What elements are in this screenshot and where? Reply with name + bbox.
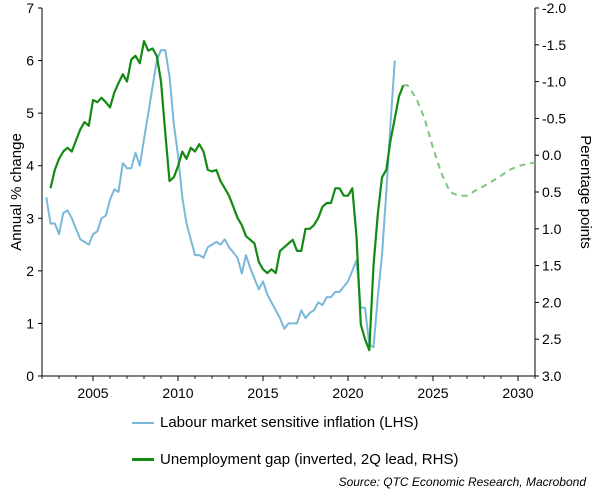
series-line-rhs-forecast (403, 84, 536, 197)
y-tick-label-left: 7 (26, 0, 34, 16)
x-tick-label: 2005 (77, 385, 108, 401)
y-tick-label-right: -0.5 (542, 110, 566, 126)
x-tick-label: 2010 (162, 385, 193, 401)
legend-swatch-lhs (132, 421, 154, 424)
y-tick-label-right: -2.0 (542, 0, 566, 16)
series-line-lhs (45, 49, 396, 349)
y-tick-label-right: 2.5 (542, 331, 562, 347)
series-line-rhs (49, 40, 405, 352)
y-tick-label-right: 0.0 (542, 147, 562, 163)
tick-labels: 2005 2010 2015 2020 2025 2030 0 1 2 3 4 5 6 7 -2.0 -1.5… (26, 0, 566, 401)
y-tick-label-right: -1.5 (542, 37, 566, 53)
legend-label-rhs: Unemployment gap (inverted, 2Q lead, RHS… (160, 451, 459, 468)
y-axis-title-right: Perentage points (577, 135, 594, 248)
y-tick-label-right: 1.5 (542, 258, 562, 274)
source-note: Source: QTC Economic Research, Macrobond (338, 475, 586, 489)
y-tick-label-right: -1.0 (542, 74, 566, 90)
y-tick-label-right: 2.0 (542, 294, 562, 310)
y-axis-title-left: Annual % change (8, 133, 25, 251)
legend-label-lhs: Labour market sensitive inflation (LHS) (160, 414, 419, 431)
y-tick-label-left: 2 (26, 263, 34, 279)
y-tick-label-left: 4 (26, 158, 34, 174)
plot-area (41, 8, 536, 377)
x-tick-label: 2030 (502, 385, 533, 401)
y-tick-label-left: 1 (26, 315, 34, 331)
x-tick-label: 2025 (417, 385, 448, 401)
y-tick-label-left: 3 (26, 210, 34, 226)
y-tick-label-left: 6 (26, 53, 34, 69)
y-tick-label-right: 1.0 (542, 221, 562, 237)
y-tick-label-right: 3.0 (542, 368, 562, 384)
legend-item-lhs: Labour market sensitive inflation (LHS) (132, 414, 418, 431)
y-tick-label-left: 5 (26, 105, 34, 121)
x-tick-label: 2015 (247, 385, 278, 401)
x-tick-label: 2020 (332, 385, 363, 401)
legend-swatch-rhs (132, 458, 154, 461)
legend-item-rhs: Unemployment gap (inverted, 2Q lead, RHS… (132, 451, 458, 468)
y-tick-label-right: 0.5 (542, 184, 562, 200)
y-tick-label-left: 0 (26, 368, 34, 384)
